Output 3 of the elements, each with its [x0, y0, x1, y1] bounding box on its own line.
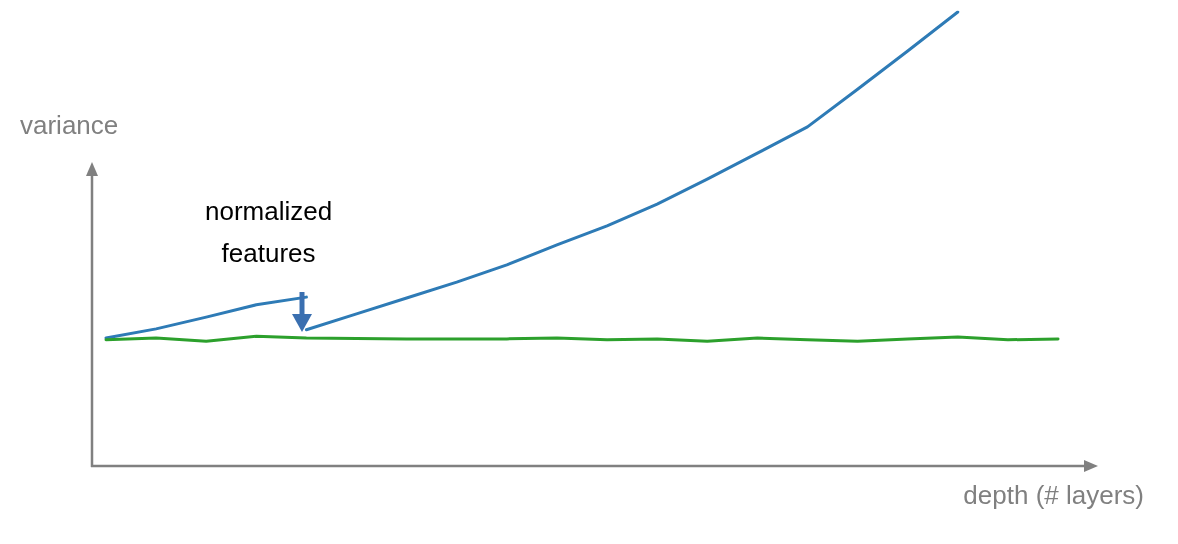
x-axis-title: depth (# layers) [963, 480, 1145, 510]
y-axis-title: variance [20, 110, 119, 140]
annotation: normalized features [205, 196, 333, 268]
